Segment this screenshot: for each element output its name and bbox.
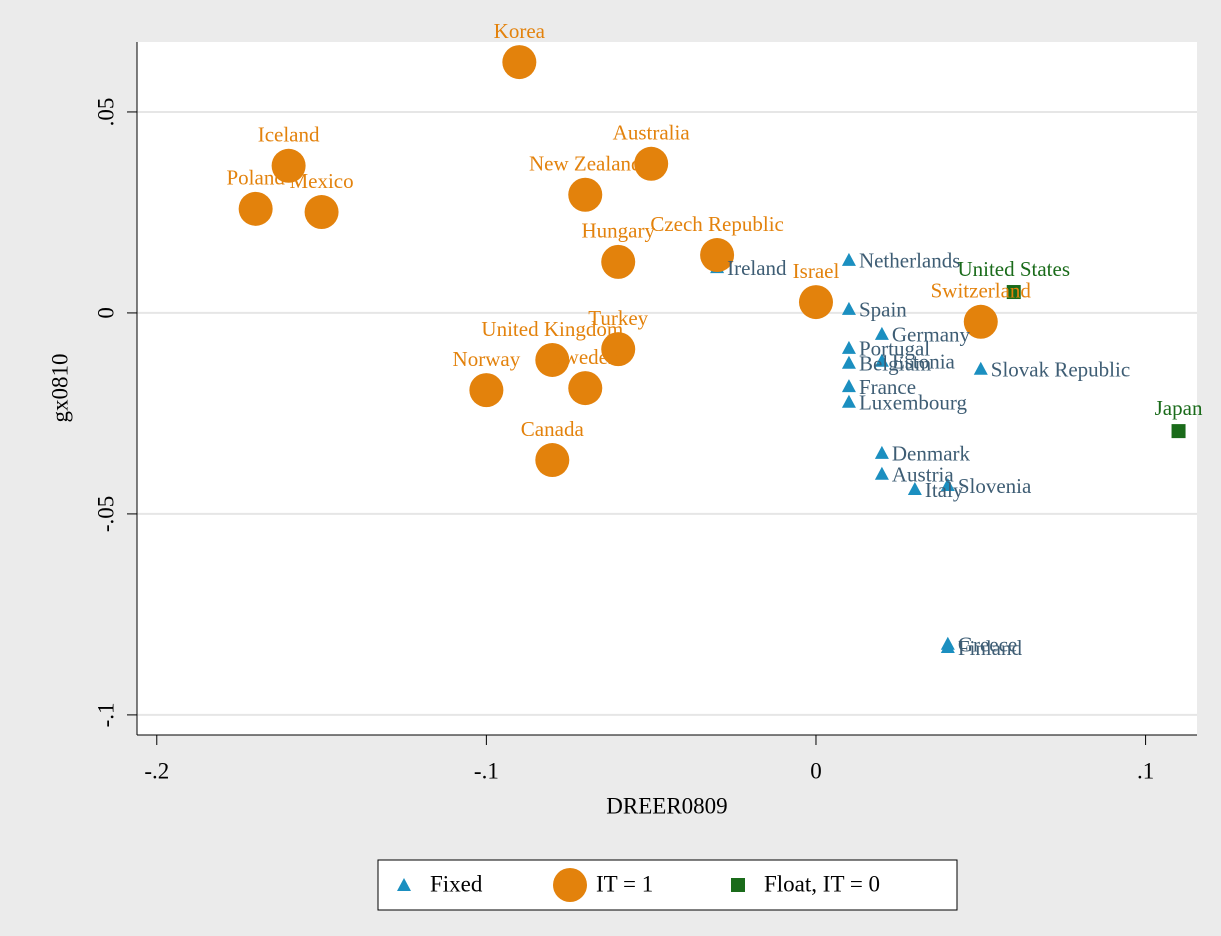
point-label: Australia bbox=[613, 121, 691, 145]
point bbox=[700, 238, 735, 273]
y-tick-label: .05 bbox=[93, 98, 118, 127]
point-label: Czech Republic bbox=[650, 212, 784, 236]
legend-marker bbox=[553, 868, 587, 902]
point bbox=[874, 326, 889, 340]
point-label: Denmark bbox=[892, 442, 971, 466]
point-label: Sweden bbox=[552, 345, 619, 369]
point bbox=[874, 353, 889, 367]
point-label: Luxembourg bbox=[859, 391, 968, 415]
point-label: Belgium bbox=[859, 352, 931, 376]
x-axis-title: DREER0809 bbox=[606, 793, 727, 818]
point bbox=[940, 639, 955, 653]
point bbox=[238, 191, 273, 226]
point-label: Israel bbox=[793, 259, 840, 283]
point-label: Poland bbox=[226, 166, 285, 190]
point-label: Netherlands bbox=[859, 249, 960, 273]
point bbox=[940, 477, 955, 491]
point bbox=[841, 301, 856, 315]
point-label: Iceland bbox=[258, 123, 320, 147]
point bbox=[963, 304, 998, 339]
legend-label: IT = 1 bbox=[596, 871, 653, 896]
point bbox=[502, 45, 537, 80]
legend-label: Float, IT = 0 bbox=[764, 871, 880, 896]
point bbox=[271, 148, 306, 183]
point-label: Estonia bbox=[892, 350, 956, 374]
point-label: Finland bbox=[958, 636, 1023, 660]
point-label: Slovak Republic bbox=[991, 358, 1130, 382]
legend-label: Fixed bbox=[430, 871, 483, 896]
point-label: France bbox=[859, 375, 916, 399]
point bbox=[907, 481, 922, 495]
point-label: Greece bbox=[958, 633, 1017, 657]
y-axis-title: gx0810 bbox=[47, 354, 72, 423]
point bbox=[535, 443, 570, 478]
point-label: New Zealand bbox=[529, 152, 642, 176]
plot-area bbox=[137, 42, 1197, 735]
y-tick-label: -.1 bbox=[93, 702, 118, 727]
point-label: Austria bbox=[892, 463, 955, 487]
x-tick-label: -.2 bbox=[144, 758, 169, 783]
legend-marker bbox=[731, 878, 745, 892]
point bbox=[841, 355, 856, 369]
point-label: United Kingdom bbox=[481, 317, 623, 341]
point-label: Canada bbox=[521, 417, 585, 441]
point bbox=[798, 285, 833, 320]
point bbox=[841, 379, 856, 393]
point bbox=[841, 340, 856, 354]
point-label: Hungary bbox=[581, 219, 655, 243]
point bbox=[568, 177, 603, 212]
y-tick-label: 0 bbox=[93, 307, 118, 319]
point bbox=[601, 244, 636, 279]
point-label: Germany bbox=[892, 323, 971, 347]
point bbox=[1006, 285, 1021, 300]
point-label: Switzerland bbox=[931, 279, 1032, 303]
point bbox=[469, 373, 504, 408]
x-tick-label: 0 bbox=[810, 758, 822, 783]
x-tick-label: .1 bbox=[1137, 758, 1154, 783]
point-label: Korea bbox=[494, 19, 546, 43]
point-label: Spain bbox=[859, 298, 907, 322]
legend-marker bbox=[397, 878, 411, 891]
point-label: Turkey bbox=[588, 306, 648, 330]
point bbox=[568, 371, 603, 406]
x-tick-label: -.1 bbox=[474, 758, 499, 783]
legend-box bbox=[377, 859, 958, 911]
point bbox=[1171, 424, 1186, 439]
point-label: Slovenia bbox=[958, 474, 1032, 498]
point-label: Italy bbox=[925, 478, 964, 502]
point bbox=[841, 394, 856, 408]
point-label: Mexico bbox=[289, 169, 353, 193]
point-label: Ireland bbox=[727, 256, 787, 280]
point bbox=[874, 466, 889, 480]
point-label: Portugal bbox=[859, 337, 930, 361]
point bbox=[535, 342, 570, 377]
point bbox=[973, 361, 988, 375]
point bbox=[874, 445, 889, 459]
point-label: Japan bbox=[1155, 396, 1203, 420]
point bbox=[634, 146, 669, 181]
point-label: United States bbox=[957, 257, 1070, 281]
point bbox=[601, 332, 636, 367]
point bbox=[304, 195, 339, 230]
point bbox=[841, 252, 856, 266]
y-tick-label: -.05 bbox=[93, 496, 118, 532]
point-label: Norway bbox=[453, 347, 521, 371]
